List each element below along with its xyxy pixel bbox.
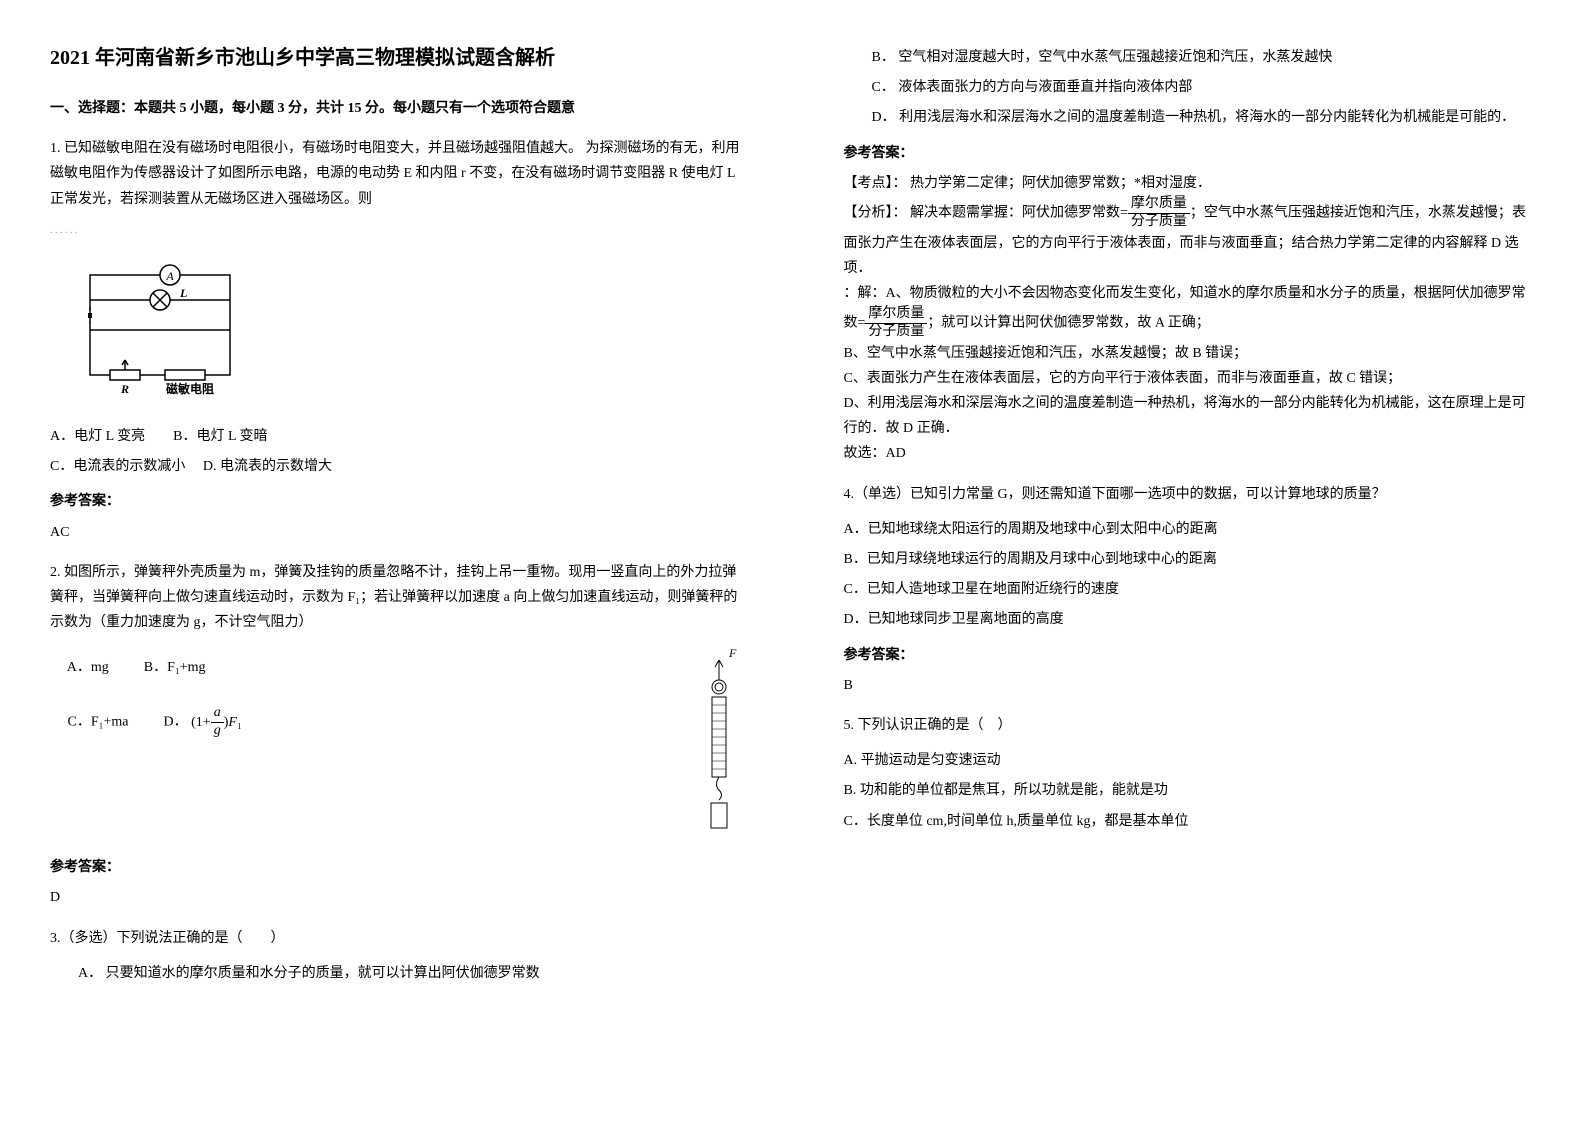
q1-answer-label: 参考答案： xyxy=(50,489,744,514)
spring-label-f: F xyxy=(728,646,737,660)
q5-opt-a: A. 平抛运动是匀变速运动 xyxy=(844,748,1538,773)
q5-opt-c: C．长度单位 cm,时间单位 h,质量单位 kg，都是基本单位 xyxy=(844,809,1538,834)
q4-answer-label: 参考答案： xyxy=(844,643,1538,668)
q2-opt-a: A．mg xyxy=(67,660,109,675)
question-3-cont: B． 空气相对湿度越大时，空气中水蒸气压强越接近饱和汽压，水蒸发越快 C． 液体… xyxy=(844,45,1538,467)
q4-text: 4.（单选）已知引力常量 G，则还需知道下面哪一选项中的数据，可以计算地球的质量… xyxy=(844,482,1538,507)
q4-opt-a: A．已知地球绕太阳运行的周期及地球中心到太阳中心的距离 xyxy=(844,517,1538,542)
question-2: 2. 如图所示，弹簧秤外壳质量为 m，弹簧及挂钩的质量忽略不计，挂钩上吊一重物。… xyxy=(50,560,744,911)
q2-opt-d-prefix: D． xyxy=(164,715,188,730)
q3-jie-c: C、表面张力产生在液体表面层，它的方向平行于液体表面，而非与液面垂直，故 C 错… xyxy=(844,366,1538,391)
q3-text: 3.（多选）下列说法正确的是（ ） xyxy=(50,926,744,951)
section1-header: 一、选择题：本题共 5 小题，每小题 3 分，共计 15 分。每小题只有一个选项… xyxy=(50,96,744,121)
right-column: B． 空气相对湿度越大时，空气中水蒸气压强越接近饱和汽压，水蒸发越快 C． 液体… xyxy=(794,0,1587,1122)
q2-answer-label: 参考答案： xyxy=(50,855,744,880)
fraction-1: 摩尔质量分子质量 xyxy=(1128,196,1190,231)
q3-opt-b: B． 空气相对湿度越大时，空气中水蒸气压强越接近饱和汽压，水蒸发越快 xyxy=(844,45,1538,70)
exam-title: 2021 年河南省新乡市池山乡中学高三物理模拟试题含解析 xyxy=(50,40,744,76)
q1-opt-b: B．电灯 L 变暗 xyxy=(173,429,267,444)
q3-jie-b: B、空气中水蒸气压强越接近饱和汽压，水蒸发越慢；故 B 错误； xyxy=(844,341,1538,366)
question-4: 4.（单选）已知引力常量 G，则还需知道下面哪一选项中的数据，可以计算地球的质量… xyxy=(844,482,1538,698)
q1-opt-c: C．电流表的示数减小 xyxy=(50,459,185,474)
circuit-diagram: A L R 磁敏电阻 xyxy=(70,255,250,395)
question-5: 5. 下列认识正确的是（ ） A. 平抛运动是匀变速运动 B. 功和能的单位都是… xyxy=(844,713,1538,834)
left-column: 2021 年河南省新乡市池山乡中学高三物理模拟试题含解析 一、选择题：本题共 5… xyxy=(0,0,794,1122)
q3-opt-a: A． 只要知道水的摩尔质量和水分子的质量，就可以计算出阿伏伽德罗常数 xyxy=(50,961,744,986)
spring-diagram: F xyxy=(694,645,744,845)
q3-opt-c: C． 液体表面张力的方向与液面垂直并指向液体内部 xyxy=(844,75,1538,100)
q2-options: A．mg B．F₁+mg C．F₁+ma D． (1+ag)F₁ xyxy=(50,655,744,740)
circuit-label-l: L xyxy=(179,286,187,300)
circuit-label-a: A xyxy=(165,269,174,283)
q3-jie-d: D、利用浅层海水和深层海水之间的温度差制造一种热机，将海水的一部分内能转化为机械… xyxy=(844,391,1538,441)
question-3-start: 3.（多选）下列说法正确的是（ ） A． 只要知道水的摩尔质量和水分子的质量，就… xyxy=(50,926,744,986)
q1-options: A．电灯 L 变亮 B．电灯 L 变暗 C．电流表的示数减小 D. 电流表的示数… xyxy=(50,424,744,479)
q3-kaodian: 【考点】： 热力学第二定律；阿伏加德罗常数；*相对湿度． xyxy=(844,171,1538,196)
q2-answer: D xyxy=(50,885,744,910)
fraction-2: 摩尔质量分子质量 xyxy=(865,306,927,341)
question-1: 1. 已知磁敏电阻在没有磁场时电阻很小，有磁场时电阻变大，并且磁场越强阻值越大。… xyxy=(50,136,744,545)
q1-answer: AC xyxy=(50,520,744,545)
q3-jie: ：解：A、物质微粒的大小不会因物态变化而发生变化，知道水的摩尔质量和水分子的质量… xyxy=(844,281,1538,341)
q4-opt-c: C．已知人造地球卫星在地面附近绕行的速度 xyxy=(844,577,1538,602)
q4-opt-d: D．已知地球同步卫星离地面的高度 xyxy=(844,607,1538,632)
q2-opt-c: C．F₁+ma xyxy=(68,715,129,730)
q1-text: 1. 已知磁敏电阻在没有磁场时电阻很小，有磁场时电阻变大，并且磁场越强阻值越大。… xyxy=(50,136,744,212)
q2-text: 2. 如图所示，弹簧秤外壳质量为 m，弹簧及挂钩的质量忽略不计，挂钩上吊一重物。… xyxy=(50,560,744,636)
circuit-label-sensor: 磁敏电阻 xyxy=(165,381,214,395)
q3-answer-label: 参考答案： xyxy=(844,141,1538,166)
q1-opt-a: A．电灯 L 变亮 xyxy=(50,429,145,444)
q5-opt-b: B. 功和能的单位都是焦耳，所以功就是能，能就是功 xyxy=(844,778,1538,803)
q4-opt-b: B．已知月球绕地球运行的周期及月球中心到地球中心的距离 xyxy=(844,547,1538,572)
q2-opt-b: B．F₁+mg xyxy=(144,660,206,675)
q3-opt-d: D． 利用浅层海水和深层海水之间的温度差制造一种热机，将海水的一部分内能转化为机… xyxy=(844,105,1538,130)
q5-text: 5. 下列认识正确的是（ ） xyxy=(844,713,1538,738)
q2-opt-d-formula: (1+ag)F₁ xyxy=(191,715,242,730)
q3-guxuan: 故选：AD xyxy=(844,441,1538,466)
circuit-label-r: R xyxy=(120,382,129,395)
q3-fenxi: 【分析】： 解决本题需掌握：阿伏加德罗常数=摩尔质量分子质量；空气中水蒸气压强越… xyxy=(844,196,1538,281)
q1-opt-d: D. 电流表的示数增大 xyxy=(203,459,332,474)
q4-answer: B xyxy=(844,673,1538,698)
q1-dots: . . . . . . xyxy=(50,222,744,240)
